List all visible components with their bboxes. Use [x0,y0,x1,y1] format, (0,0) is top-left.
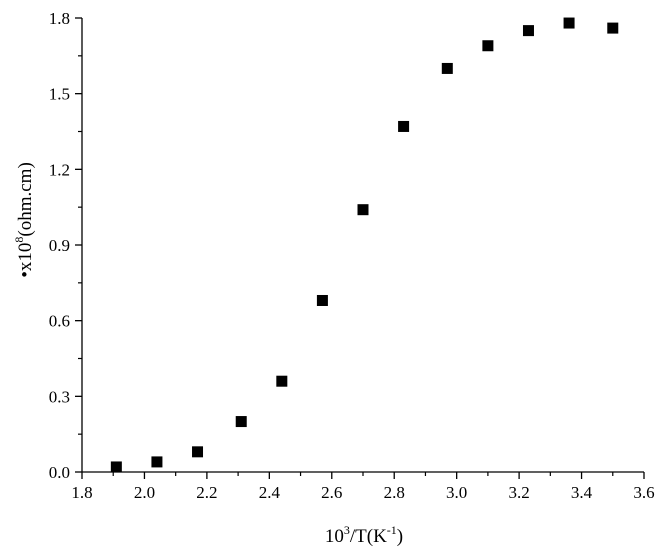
y-tick-label: 1.2 [49,160,70,179]
data-point-square [192,446,204,458]
y-tick-label: 0.0 [49,463,70,482]
data-points [110,17,619,473]
data-point-square [441,62,453,74]
axes [81,18,644,473]
y-tick-label: 0.6 [49,312,70,331]
data-point-square [110,461,122,473]
x-tick-label: 2.4 [259,483,281,502]
data-point-square [357,204,369,216]
x-tick-label: 2.2 [196,483,217,502]
x-tick-label: 2.8 [384,483,405,502]
x-tick-label: 3.6 [633,483,654,502]
data-point-square [151,456,163,468]
data-point-square [398,120,410,132]
y-ticks: 0.0 0.3 0.6 0.9 1.2 1.5 1.8 [49,9,82,482]
data-point-square [522,25,534,37]
y-tick-label: 1.5 [49,85,70,104]
data-point-square [482,40,494,52]
data-point-square [607,22,619,34]
data-point-square [563,17,575,29]
x-axis-title: 103/T(K-1) [325,523,403,547]
x-tick-label: 1.8 [71,483,92,502]
x-tick-label: 3.0 [446,483,467,502]
x-tick-label: 2.0 [134,483,155,502]
x-tick-label: 2.6 [321,483,342,502]
y-tick-label: 0.3 [49,387,70,406]
data-point-square [316,294,328,306]
y-axis-title: •x108(ohm.cm) [12,162,36,278]
y-tick-label: 0.9 [49,236,70,255]
data-point-square [235,416,247,428]
data-point-square [276,375,288,387]
x-tick-label: 3.2 [508,483,529,502]
x-tick-label: 3.4 [571,483,593,502]
y-tick-label: 1.8 [49,9,70,28]
x-ticks: 1.8 2.0 2.2 2.4 2.6 2.8 3.0 3.2 3.4 3.6 [71,472,655,502]
